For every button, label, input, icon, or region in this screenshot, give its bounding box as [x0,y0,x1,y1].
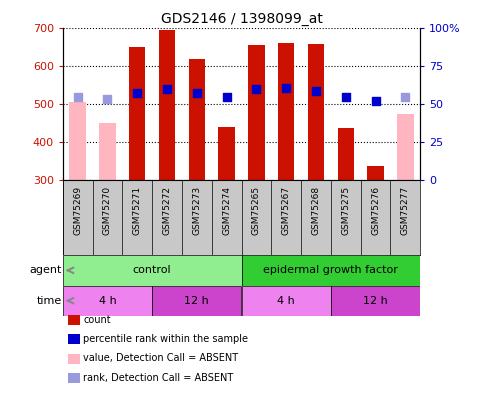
Text: GSM75276: GSM75276 [371,186,380,235]
Bar [218,127,235,180]
Point [223,94,230,100]
Bar [368,166,384,180]
Bar [397,114,413,180]
Bar [159,30,175,180]
Point [74,94,82,100]
Text: GSM75269: GSM75269 [73,186,82,235]
Bar [129,47,145,180]
Point [253,86,260,92]
Bar [189,59,205,180]
Point [312,88,320,94]
Bar [63,255,242,286]
Point [342,94,350,100]
Text: agent: agent [30,265,62,275]
Bar [70,102,86,180]
Text: 12 h: 12 h [363,296,388,306]
Text: GSM75265: GSM75265 [252,186,261,235]
Text: GSM75272: GSM75272 [163,186,171,235]
Bar [338,128,354,180]
Point [401,94,409,100]
Text: 4 h: 4 h [277,296,295,306]
Bar [152,286,242,316]
Text: time: time [37,296,62,306]
Point [163,86,171,92]
Text: GSM75275: GSM75275 [341,186,350,235]
Text: GSM75268: GSM75268 [312,186,320,235]
Text: percentile rank within the sample: percentile rank within the sample [83,334,248,344]
Text: 4 h: 4 h [99,296,116,306]
Title: GDS2146 / 1398099_at: GDS2146 / 1398099_at [160,12,323,26]
Bar [242,255,420,286]
Point [193,89,201,96]
Bar [308,44,324,180]
Text: GSM75270: GSM75270 [103,186,112,235]
Text: value, Detection Call = ABSENT: value, Detection Call = ABSENT [83,354,238,363]
Bar [278,43,294,180]
Point [282,85,290,92]
Text: 12 h: 12 h [185,296,209,306]
Text: epidermal growth factor: epidermal growth factor [263,265,398,275]
Bar [242,286,331,316]
Text: rank, Detection Call = ABSENT: rank, Detection Call = ABSENT [83,373,233,383]
Text: GSM75273: GSM75273 [192,186,201,235]
Point [104,95,112,102]
Text: GSM75267: GSM75267 [282,186,291,235]
Bar [99,123,115,180]
Point [133,90,141,96]
Bar [331,286,420,316]
Text: GSM75277: GSM75277 [401,186,410,235]
Text: count: count [83,315,111,324]
Point [372,98,380,104]
Text: GSM75271: GSM75271 [133,186,142,235]
Bar [63,286,152,316]
Bar [248,45,265,180]
Text: control: control [133,265,171,275]
Text: GSM75274: GSM75274 [222,186,231,235]
